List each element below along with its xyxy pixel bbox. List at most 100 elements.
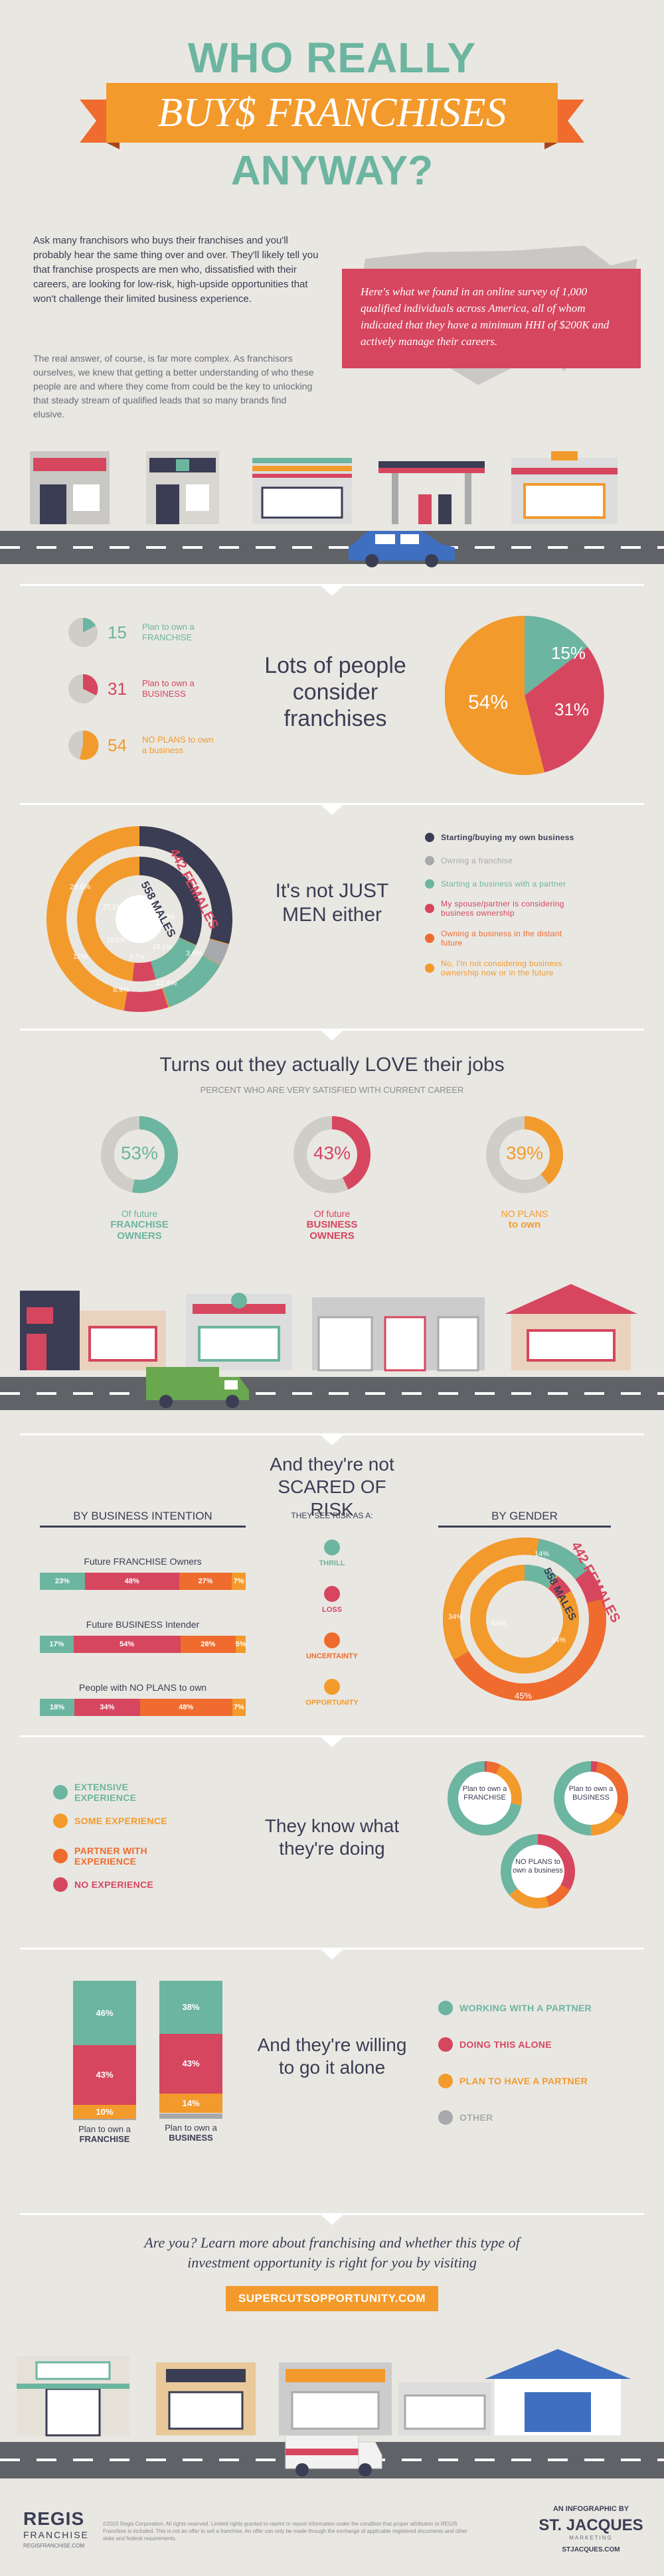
consider-item: 31 Plan to own a BUSINESS xyxy=(66,672,215,705)
consider-label-3: NO PLANS to own a business xyxy=(142,735,214,755)
cta-text: Are you? Learn more about franchising an… xyxy=(144,2234,520,2271)
title-line2: BUY$ FRANCHISES xyxy=(157,90,507,135)
consider-heading: Lots of people consider franchises xyxy=(264,653,406,731)
sj-name: ST. JACQUES xyxy=(539,2516,643,2534)
alone-bar-segment xyxy=(159,2113,222,2119)
satisfaction-item: 43% Of future BUSINESS OWNERS xyxy=(286,1108,378,1242)
svg-text:12.4%: 12.4% xyxy=(156,979,177,987)
risk-bar-segment: 18% xyxy=(40,1699,75,1716)
svg-text:14%: 14% xyxy=(535,1550,549,1558)
risk-row-label: Future BUSINESS Intender xyxy=(86,1619,200,1630)
satisfaction-item: 53% Of future FRANCHISE OWNERS xyxy=(93,1108,186,1242)
consider-pct-2: 31 xyxy=(108,678,127,699)
cta-section: Are you? Learn more about franchising an… xyxy=(0,2220,664,2346)
intro-paragraph-2: The real answer, of course, is far more … xyxy=(33,353,314,419)
experience-donut-label: Plan to own a FRANCHISE xyxy=(462,1785,507,1802)
regis-logo: REGIS FRANCHISE REGISFRANCHISE.COM xyxy=(23,2508,89,2549)
risk-bar-segment: 27% xyxy=(179,1573,232,1590)
risk-type-label: UNCERTAINTY xyxy=(305,1652,358,1660)
gender-legend-item: My spouse/partner is considering busines… xyxy=(425,899,584,918)
pie-icon xyxy=(68,730,99,760)
experience-legend-item: PARTNER WITH EXPERIENCE xyxy=(53,1845,193,1867)
divider-chevron-icon xyxy=(319,584,345,596)
consider-list: 15 Plan to own a FRANCHISE 31 Plan to ow… xyxy=(66,616,215,775)
pie-label-15: 15% xyxy=(551,643,586,663)
consider-label-2: Plan to own a BUSINESS xyxy=(142,678,195,699)
alone-bar-segment: 46% xyxy=(73,1981,136,2045)
store-strip-3 xyxy=(0,2329,664,2495)
storefront-illustration-3 xyxy=(17,2349,631,2437)
svg-text:30.8%: 30.8% xyxy=(156,914,175,921)
risk-type-dot xyxy=(324,1632,340,1648)
experience-donut: NO PLANS to own a business xyxy=(491,1825,584,1918)
svg-text:28.6%: 28.6% xyxy=(70,883,90,891)
store-strip-2 xyxy=(0,1251,664,1430)
satisfaction-label-1: NO PLANS xyxy=(501,1208,548,1219)
sj-url[interactable]: STJACQUES.COM xyxy=(562,2546,620,2553)
svg-text:14.1%: 14.1% xyxy=(153,944,171,951)
satisfaction-label-2: FRANCHISE OWNERS xyxy=(110,1219,169,1242)
pie-icon xyxy=(68,618,98,647)
alone-section: 46% 43% 10% Plan to own a FRANCHISE 38% 43% 14%… xyxy=(0,1961,664,2206)
svg-text:34%: 34% xyxy=(551,1636,566,1644)
alone-legend-item: OTHER xyxy=(438,2110,637,2125)
svg-text:3.6%: 3.6% xyxy=(186,950,203,958)
experience-donut: Plan to own a FRANCHISE xyxy=(438,1752,531,1845)
pie-label-54: 54% xyxy=(468,691,508,713)
alone-bar-segment: 10% xyxy=(73,2104,136,2119)
satisfaction-label-1: Of future xyxy=(313,1208,351,1219)
consider-pie: 15% 31% 54% xyxy=(445,616,604,775)
risk-see-as: THEY SEE RISK AS A: xyxy=(291,1511,373,1520)
gender-legend-item: Owning a franchise xyxy=(425,856,513,865)
sj-sub: MARKETING xyxy=(569,2535,613,2541)
survey-box: Here's what we found in an online survey… xyxy=(342,269,641,368)
title-line3: ANYWAY? xyxy=(230,148,434,194)
experience-section: EXTENSIVE EXPERIENCE SOME EXPERIENCE PARTN… xyxy=(0,1742,664,1941)
footer-section: REGIS FRANCHISE REGISFRANCHISE.COM ©2015… xyxy=(0,2495,664,2576)
risk-by-intention: BY BUSINESS INTENTION xyxy=(40,1510,246,1528)
alone-bar-segment: 14% xyxy=(159,2094,222,2113)
alone-legend-item: DOING THIS ALONE xyxy=(438,2037,637,2052)
experience-legend-item: EXTENSIVE EXPERIENCE xyxy=(53,1782,193,1803)
risk-type: LOSS xyxy=(279,1586,385,1614)
pie-label-31: 31% xyxy=(554,699,589,719)
risk-row-label: Future FRANCHISE Owners xyxy=(84,1556,202,1567)
risk-bar-segment: 7% xyxy=(232,1573,246,1590)
risk-type-label: LOSS xyxy=(322,1606,342,1614)
alone-legend-item: PLAN TO HAVE A PARTNER xyxy=(438,2074,637,2088)
risk-bar-segment: 5% xyxy=(236,1636,246,1653)
svg-text:8.9%: 8.9% xyxy=(113,986,129,994)
svg-text:15.5%: 15.5% xyxy=(106,937,125,944)
svg-text:5.7%: 5.7% xyxy=(129,954,145,961)
cta-url-button[interactable]: SUPERCUTSOPPORTUNITY.COM xyxy=(226,2286,438,2311)
title-ribbon: BUY$ FRANCHISES xyxy=(80,83,584,149)
ribbon-shape xyxy=(80,83,584,149)
intro-paragraph-1: Ask many franchisors who buys their fran… xyxy=(33,235,319,305)
divider-chevron-icon xyxy=(319,2213,345,2225)
alone-bar-segment xyxy=(73,2118,136,2120)
risk-bar-segment: 23% xyxy=(40,1573,85,1590)
love-subheading: PERCENT WHO ARE VERY SATISFIED WITH CURR… xyxy=(200,1085,464,1095)
risk-by-gender: BY GENDER xyxy=(438,1510,611,1528)
experience-heading: They know what they're doing xyxy=(264,1816,400,1859)
experience-donut: Plan to own a BUSINESS xyxy=(544,1752,637,1845)
regis-url[interactable]: REGISFRANCHISE.COM xyxy=(23,2543,85,2549)
risk-bar-segment: 48% xyxy=(84,1573,179,1590)
infographic-by: AN INFOGRAPHIC BY xyxy=(552,2505,629,2513)
alone-heading: And they're willing to go it alone xyxy=(257,2035,407,2078)
divider-chevron-icon xyxy=(319,1029,345,1040)
consider-section: 15 Plan to own a FRANCHISE 31 Plan to ow… xyxy=(0,589,664,802)
car-illustration xyxy=(349,531,455,567)
alone-bar-segment: 43% xyxy=(73,2044,136,2105)
satisfaction-label-2: to own xyxy=(508,1219,541,1230)
divider-chevron-icon xyxy=(319,1948,345,1960)
satisfaction-label-1: Of future xyxy=(121,1208,158,1219)
gender-legend-item: No, I'm not considering business ownersh… xyxy=(425,959,598,977)
risk-type-dot xyxy=(324,1679,340,1695)
alone-legend-item: WORKING WITH A PARTNER xyxy=(438,2001,637,2015)
gender-heading: It's not JUST MEN either xyxy=(275,880,389,926)
love-section: Turns out they actually LOVE their jobs … xyxy=(0,1035,664,1248)
risk-bar-segment: 48% xyxy=(139,1699,232,1716)
gender-legend-item: Owning a business in the distant future xyxy=(425,929,584,948)
risk-section: And they're not SCARED OF RISK BY BUSINE… xyxy=(0,1440,664,1732)
